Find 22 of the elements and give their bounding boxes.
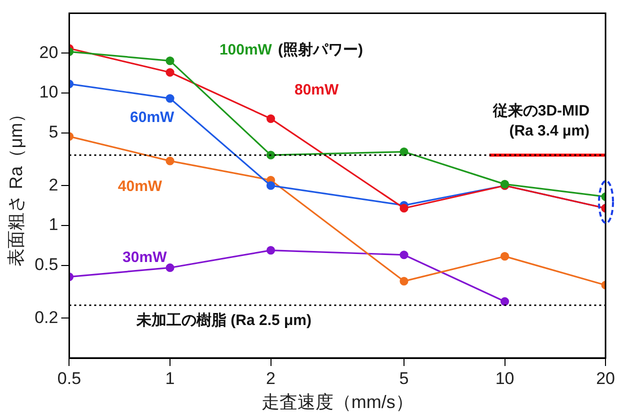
x-tick-label: 10	[495, 368, 514, 388]
series-label: 30mW	[122, 248, 168, 266]
x-tick-label: 5	[399, 368, 409, 388]
y-tick-label: 0.2	[34, 308, 58, 327]
y-tick-label: 10	[39, 82, 58, 102]
text: 100mW	[219, 41, 273, 58]
y-tick-label: 5	[48, 122, 58, 142]
ref-line-label: 従来の3D-MID (Ra 3.4 µm)	[492, 102, 590, 140]
ref-line-label: 未加工の樹脂 (Ra 2.5 μm)	[135, 312, 312, 329]
series-label: 40mW	[118, 178, 163, 196]
series-label: 80mW	[294, 81, 340, 98]
x-tick-label: 20	[596, 368, 616, 388]
annotation: (照射パワー)	[278, 41, 363, 58]
y-tick-label: 0.5	[34, 255, 58, 274]
y-tick-label: 1	[48, 215, 58, 234]
y-tick-label: 2	[48, 175, 58, 194]
y-tick-label: 20	[39, 42, 58, 62]
series-label: 60mW	[130, 108, 176, 126]
x-tick-label: 1	[165, 368, 175, 388]
x-axis-title: 走査速度（mm/s）	[261, 392, 414, 412]
x-tick-label: 2	[266, 368, 276, 388]
y-axis-title: 表面粗さ Ra（μm）	[6, 104, 26, 266]
